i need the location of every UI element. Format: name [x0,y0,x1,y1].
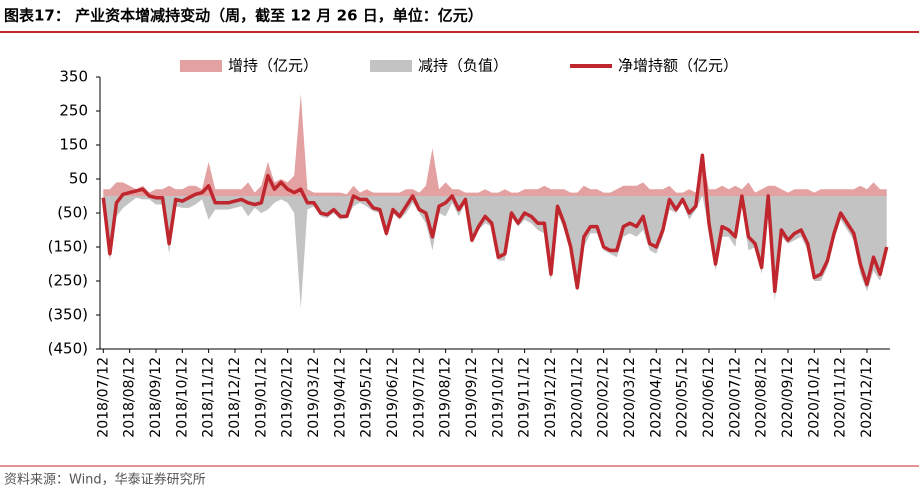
y-tick-label: 50 [69,170,88,188]
x-tick-label: 2020/05/12 [675,357,691,438]
x-tick-label: 2020/12/12 [859,357,875,438]
x-tick-label: 2019/09/12 [464,357,480,438]
x-tick-label: 2019/10/12 [490,357,506,438]
x-tick-label: 2019/02/12 [280,357,296,438]
y-tick-label: (450) [48,340,88,358]
line [101,153,889,293]
x-tick-label: 2020/06/12 [701,357,717,438]
x-tick-label: 2020/08/12 [754,357,770,438]
x-tick-label: 2020/02/12 [596,357,612,438]
x-tick-label: 2018/11/12 [201,357,217,438]
x-tick-label: 2019/08/12 [438,357,454,438]
legend-label: 净增持额（亿元） [618,57,738,75]
source: 资料来源：Wind，华泰证券研究所 [4,472,206,488]
x-tick-label: 2020/11/12 [833,357,849,438]
y-tick-label: (150) [48,238,88,256]
y-tick-label: 150 [59,136,88,154]
x-tick-label: 2019/07/12 [411,357,427,438]
chart-title: 图表17： 产业资本增减持变动（周，截至 12 月 26 日，单位：亿元） [4,7,483,25]
area [103,196,887,309]
x-tick-label: 2019/04/12 [332,357,348,438]
legend-swatch [180,60,222,72]
x-tick-label: 2020/01/12 [569,357,585,438]
y-tick-label: 250 [59,102,88,120]
y-tick-label: (350) [48,306,88,324]
x-tick-label: 2020/10/12 [806,357,822,438]
x-tick-label: 2018/08/12 [122,357,138,438]
x-tick-label: 2019/05/12 [359,357,375,438]
x-tick-label: 2020/07/12 [727,357,743,438]
x-tick-label: 2019/03/12 [306,357,322,438]
x-tick-label: 2019/11/12 [517,357,533,438]
x-tick-label: 2018/07/12 [95,357,111,438]
legend-label: 增持（亿元） [228,57,318,75]
x-tick-label: 2019/01/12 [253,357,269,438]
x-tick-label: 2018/09/12 [148,357,164,438]
x-tick-label: 2019/06/12 [385,357,401,438]
x-tick-label: 2020/03/12 [622,357,638,438]
x-tick-label: 2018/10/12 [174,357,190,438]
x-tick-label: 2019/12/12 [543,357,559,438]
y-tick-label: 350 [59,68,88,86]
legend-swatch [370,60,412,72]
x-tick-label: 2020/09/12 [780,357,796,438]
legend-label: 减持（负值） [418,57,508,75]
x-tick-label: 2020/04/12 [648,357,664,438]
y-tick-label: (50) [57,204,88,222]
y-tick-label: (250) [48,272,88,290]
x-tick-label: 2018/12/12 [227,357,243,438]
area [103,94,887,196]
